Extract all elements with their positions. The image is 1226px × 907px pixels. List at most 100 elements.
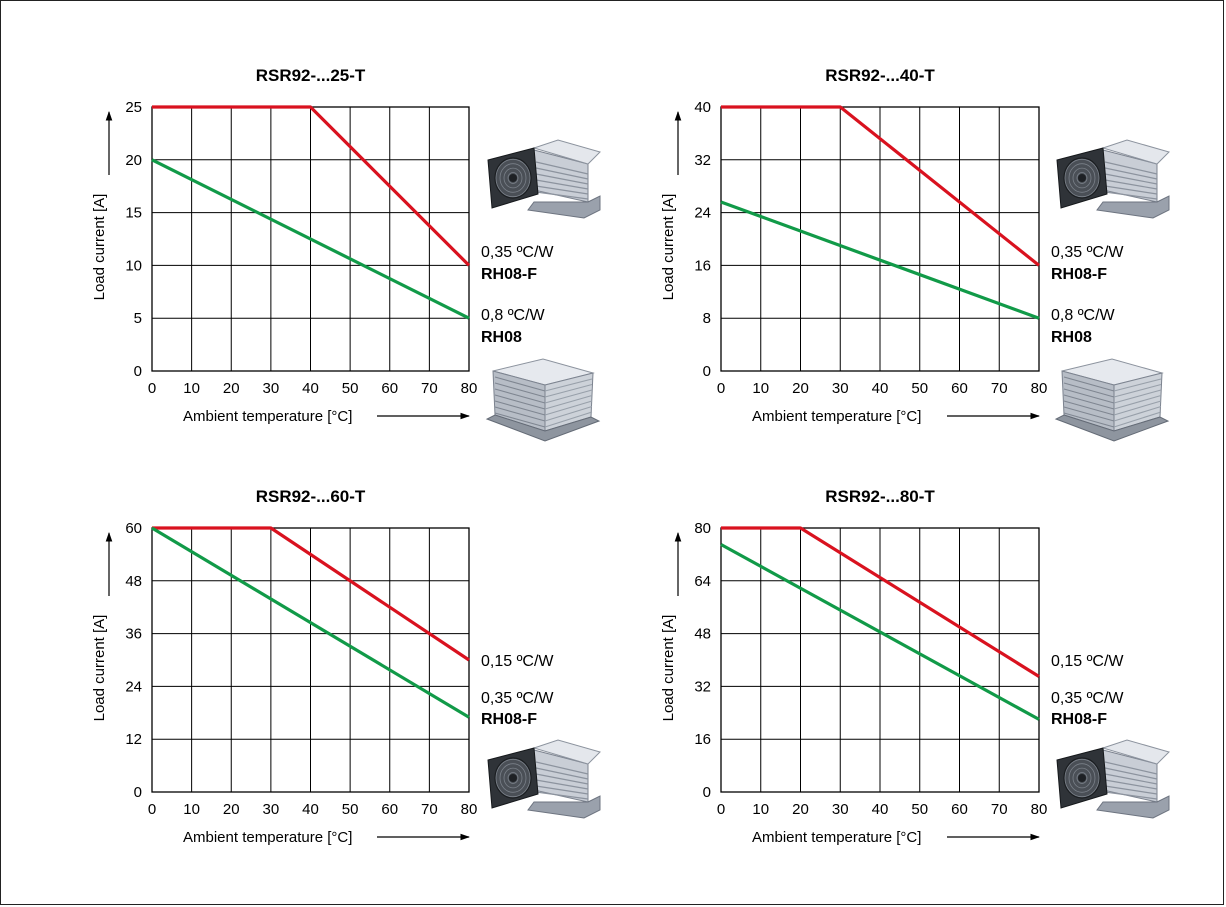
chart-panel-2: RSR92-...40-T 0 10 20 30 40 50 60 70 80 0 8 16 24 32 40… — [660, 66, 1170, 442]
y-tick-label: 32 — [694, 678, 711, 695]
x-tick-label: 30 — [263, 380, 280, 397]
fan-ring — [507, 172, 519, 184]
y-tick-label: 40 — [694, 99, 711, 116]
y-tick-label: 10 — [125, 257, 142, 274]
x-tick-label: 20 — [223, 380, 240, 397]
fan-ring — [1068, 163, 1096, 193]
y-axis-label: Load current [A] — [660, 194, 677, 301]
heatsink-fin — [1063, 382, 1115, 398]
x-tick-label: 70 — [421, 801, 438, 818]
x-tick-label: 10 — [183, 801, 200, 818]
heatsink-fin — [535, 779, 589, 790]
x-tick-label: 40 — [302, 801, 319, 818]
heatsink-fin — [535, 167, 589, 180]
series-line-green — [151, 526, 470, 719]
y-tick-label: 48 — [125, 573, 142, 590]
heatsink-fin — [1113, 383, 1162, 398]
thermal-resistance-label: 0,8 ºC/W — [481, 307, 546, 324]
y-tick-label: 20 — [125, 152, 142, 169]
x-tick-label: 50 — [911, 380, 928, 397]
y-tick-label: 24 — [694, 205, 711, 222]
heatsink-fin — [1063, 400, 1115, 416]
y-tick-label: 12 — [125, 731, 142, 748]
heatsink-fin — [1104, 779, 1158, 790]
fan-ring — [499, 163, 527, 193]
fan-ring — [503, 767, 523, 789]
y-axis-label: Load current [A] — [91, 194, 108, 301]
x-tick-label: 60 — [951, 801, 968, 818]
heatsink-fin — [1104, 767, 1158, 780]
heatsink-fin — [1104, 167, 1158, 180]
fan-ring — [503, 167, 523, 189]
heatsink-fin — [544, 383, 593, 398]
fan-heatsink-image — [1056, 739, 1170, 819]
heatsink-top — [1101, 739, 1170, 765]
heatsink-fin — [535, 767, 589, 780]
heatsink-fin — [1104, 173, 1158, 185]
x-tick-label: 60 — [381, 801, 398, 818]
heatsink-fin — [494, 394, 546, 410]
heatsink-model-label: RH08 — [481, 329, 522, 346]
heatsink-fin — [1104, 773, 1158, 785]
heatsink-foot — [1096, 795, 1170, 819]
x-tick-label: 0 — [717, 380, 725, 397]
thermal-resistance-label: 0,35 ºC/W — [1051, 244, 1124, 261]
y-tick-label: 8 — [703, 310, 711, 327]
heatsink-fin — [1104, 761, 1158, 775]
x-tick-label: 80 — [461, 380, 478, 397]
y-tick-label: 16 — [694, 257, 711, 274]
x-tick-label: 10 — [183, 380, 200, 397]
y-tick-label: 60 — [125, 520, 142, 537]
x-tick-label: 70 — [421, 380, 438, 397]
heatsink-top — [532, 739, 601, 765]
x-tick-label: 80 — [1031, 380, 1048, 397]
heatsink-top — [1101, 139, 1170, 165]
x-tick-label: 50 — [342, 801, 359, 818]
heatsink-model-label: RH08-F — [481, 711, 537, 728]
heatsink-fin — [544, 394, 593, 410]
fan-ring — [1064, 758, 1100, 798]
fan-heatsink-image — [487, 739, 601, 819]
fan-heatsink-image — [1056, 139, 1170, 219]
heatsink-model-label: RH08 — [1051, 329, 1092, 346]
y-tick-label: 15 — [125, 205, 142, 222]
heatsink-fin — [1104, 161, 1158, 175]
chart-panel-1: RSR92-...25-T 0 10 20 30 40 50 60 70 80 0 5 10 15 20 25… — [91, 66, 601, 442]
chart-title: RSR92-...80-T — [825, 487, 935, 506]
heatsink-fin — [494, 376, 546, 392]
series-line-red — [152, 105, 471, 267]
chart-title: RSR92-...40-T — [825, 66, 935, 85]
x-tick-label: 0 — [148, 380, 156, 397]
x-tick-label: 70 — [991, 801, 1008, 818]
x-tick-label: 70 — [991, 380, 1008, 397]
fan-ring — [1072, 167, 1092, 189]
x-tick-label: 20 — [792, 380, 809, 397]
x-tick-label: 50 — [911, 801, 928, 818]
x-tick-label: 20 — [223, 801, 240, 818]
heatsink-model-label: RH08-F — [1051, 711, 1107, 728]
y-tick-label: 5 — [134, 310, 142, 327]
heatsink-fin — [535, 773, 589, 785]
x-tick-label: 40 — [872, 801, 889, 818]
fan-ring — [495, 158, 531, 198]
heatsink-foot — [527, 795, 601, 819]
x-tick-label: 50 — [342, 380, 359, 397]
y-tick-label: 0 — [134, 363, 142, 380]
heatsink-image — [485, 358, 601, 442]
heatsink-fin — [494, 400, 546, 416]
heatsink-foot — [1054, 414, 1170, 442]
chart-title: RSR92-...60-T — [256, 487, 366, 506]
y-tick-label: 24 — [125, 678, 142, 695]
heatsink-fin — [494, 388, 546, 404]
y-axis-label: Load current [A] — [91, 615, 108, 722]
x-tick-label: 10 — [752, 801, 769, 818]
series-line-green — [720, 200, 1040, 320]
fan-ring — [495, 758, 531, 798]
fan-ring — [499, 763, 527, 793]
heatsink-fin — [494, 406, 546, 422]
y-tick-label: 0 — [703, 363, 711, 380]
y-tick-label: 16 — [694, 731, 711, 748]
fan-hub — [509, 174, 517, 182]
